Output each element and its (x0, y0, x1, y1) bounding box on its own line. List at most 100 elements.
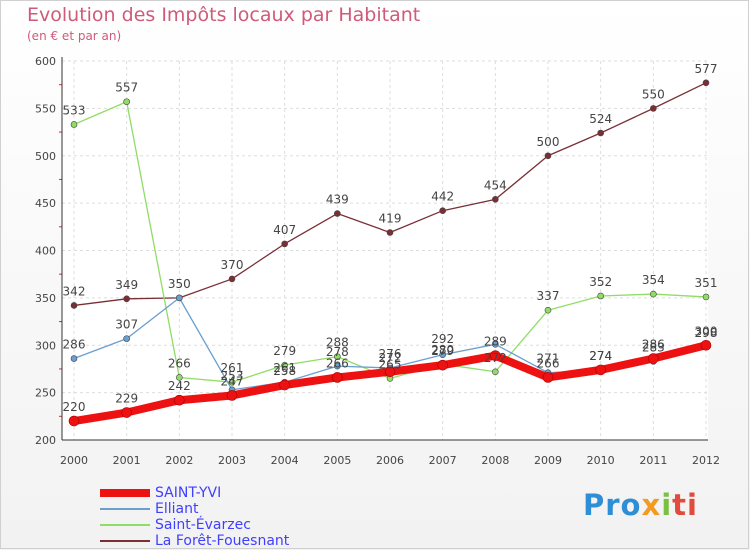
data-label: 454 (484, 178, 507, 192)
data-label: 407 (273, 223, 296, 237)
legend-swatch (100, 508, 150, 510)
data-label: 370 (221, 258, 244, 272)
data-point (121, 407, 132, 418)
data-point (650, 290, 657, 298)
data-point (702, 293, 710, 301)
data-point (386, 229, 394, 236)
data-point (700, 339, 712, 351)
data-point (281, 361, 288, 369)
y-tick-label: 350 (35, 292, 56, 305)
data-label: 350 (168, 277, 191, 291)
data-label: 276 (379, 347, 402, 361)
logo-part: Pro (583, 488, 642, 522)
data-label: 261 (273, 361, 296, 375)
data-label: 229 (115, 392, 138, 406)
data-point (492, 341, 499, 348)
data-label: 342 (63, 284, 86, 298)
legend-item: Saint-Évarzec (100, 517, 251, 533)
data-label: 266 (168, 356, 191, 370)
data-label: 550 (642, 87, 665, 101)
data-point (437, 359, 448, 371)
data-point (228, 378, 236, 386)
data-label: 274 (589, 349, 612, 363)
x-tick-label: 2006 (376, 454, 404, 467)
data-point (650, 105, 657, 112)
data-point (70, 355, 78, 362)
data-label: 351 (695, 276, 718, 290)
data-label: 261 (221, 361, 244, 375)
data-label: 442 (431, 190, 454, 204)
data-point (332, 372, 343, 383)
logo-part: x (641, 488, 662, 522)
data-label: 271 (537, 352, 560, 366)
y-tick-label: 200 (35, 434, 56, 447)
legend-swatch (100, 540, 150, 542)
data-label: 349 (115, 278, 138, 292)
data-label: 439 (326, 193, 349, 207)
data-point (176, 294, 183, 302)
data-point (702, 79, 710, 87)
x-tick-label: 2007 (429, 454, 457, 467)
logo-part: i (661, 488, 673, 522)
legend-label: Elliant (155, 501, 199, 517)
x-tick-label: 2008 (481, 454, 509, 467)
x-tick-label: 2009 (534, 454, 562, 467)
data-label: 524 (589, 112, 612, 126)
chart-title: Evolution des Impôts locaux par Habitant (27, 4, 421, 26)
data-point (174, 394, 185, 406)
legend-label: Saint-Évarzec (155, 517, 251, 533)
data-label: 280 (431, 343, 454, 357)
chart-subtitle: (en € et par an) (27, 29, 122, 43)
y-tick-label: 300 (35, 339, 56, 352)
legend-label: La Forêt-Fouesnant (155, 533, 290, 549)
data-point (439, 351, 446, 359)
data-point (492, 196, 499, 203)
data-point (70, 302, 78, 309)
x-tick-label: 2012 (692, 454, 720, 467)
proxiti-logo: Proxiti (583, 488, 698, 522)
data-label: 272 (484, 351, 507, 365)
data-label: 258 (273, 364, 296, 378)
y-tick-label: 400 (35, 245, 56, 258)
data-point (68, 415, 80, 427)
data-label: 279 (273, 344, 296, 358)
data-point (228, 275, 236, 283)
data-label: 298 (695, 326, 718, 340)
data-label: 274 (589, 349, 612, 363)
data-label: 352 (589, 275, 612, 289)
data-point (597, 292, 604, 300)
x-tick-label: 2005 (323, 454, 351, 467)
data-label: 278 (326, 345, 349, 359)
data-point (226, 390, 238, 401)
data-label: 266 (326, 356, 349, 370)
x-tick-label: 2003 (218, 454, 246, 467)
data-point (597, 129, 604, 137)
data-point (123, 335, 130, 342)
data-label: 242 (168, 379, 191, 393)
x-tick-label: 2000 (60, 454, 88, 467)
legend-item: SAINT-YVI (100, 485, 221, 501)
data-point (544, 306, 552, 314)
data-point (595, 364, 606, 376)
legend-label: SAINT-YVI (155, 485, 222, 501)
y-tick-label: 450 (35, 197, 56, 210)
data-label: 279 (431, 344, 454, 358)
data-point (70, 121, 78, 128)
x-tick-label: 2010 (587, 454, 615, 467)
y-tick-label: 250 (35, 387, 56, 400)
data-point (544, 152, 552, 160)
data-label: 247 (221, 374, 244, 388)
data-point (123, 98, 130, 106)
data-label: 288 (326, 336, 349, 350)
y-tick-label: 600 (35, 55, 56, 68)
data-point (542, 372, 554, 383)
data-label: 289 (484, 335, 507, 349)
x-tick-label: 2002 (165, 454, 193, 467)
data-point (648, 353, 659, 364)
data-point (492, 368, 499, 376)
data-label: 419 (379, 211, 402, 225)
data-label: 307 (115, 318, 138, 332)
data-label: 272 (379, 351, 402, 365)
